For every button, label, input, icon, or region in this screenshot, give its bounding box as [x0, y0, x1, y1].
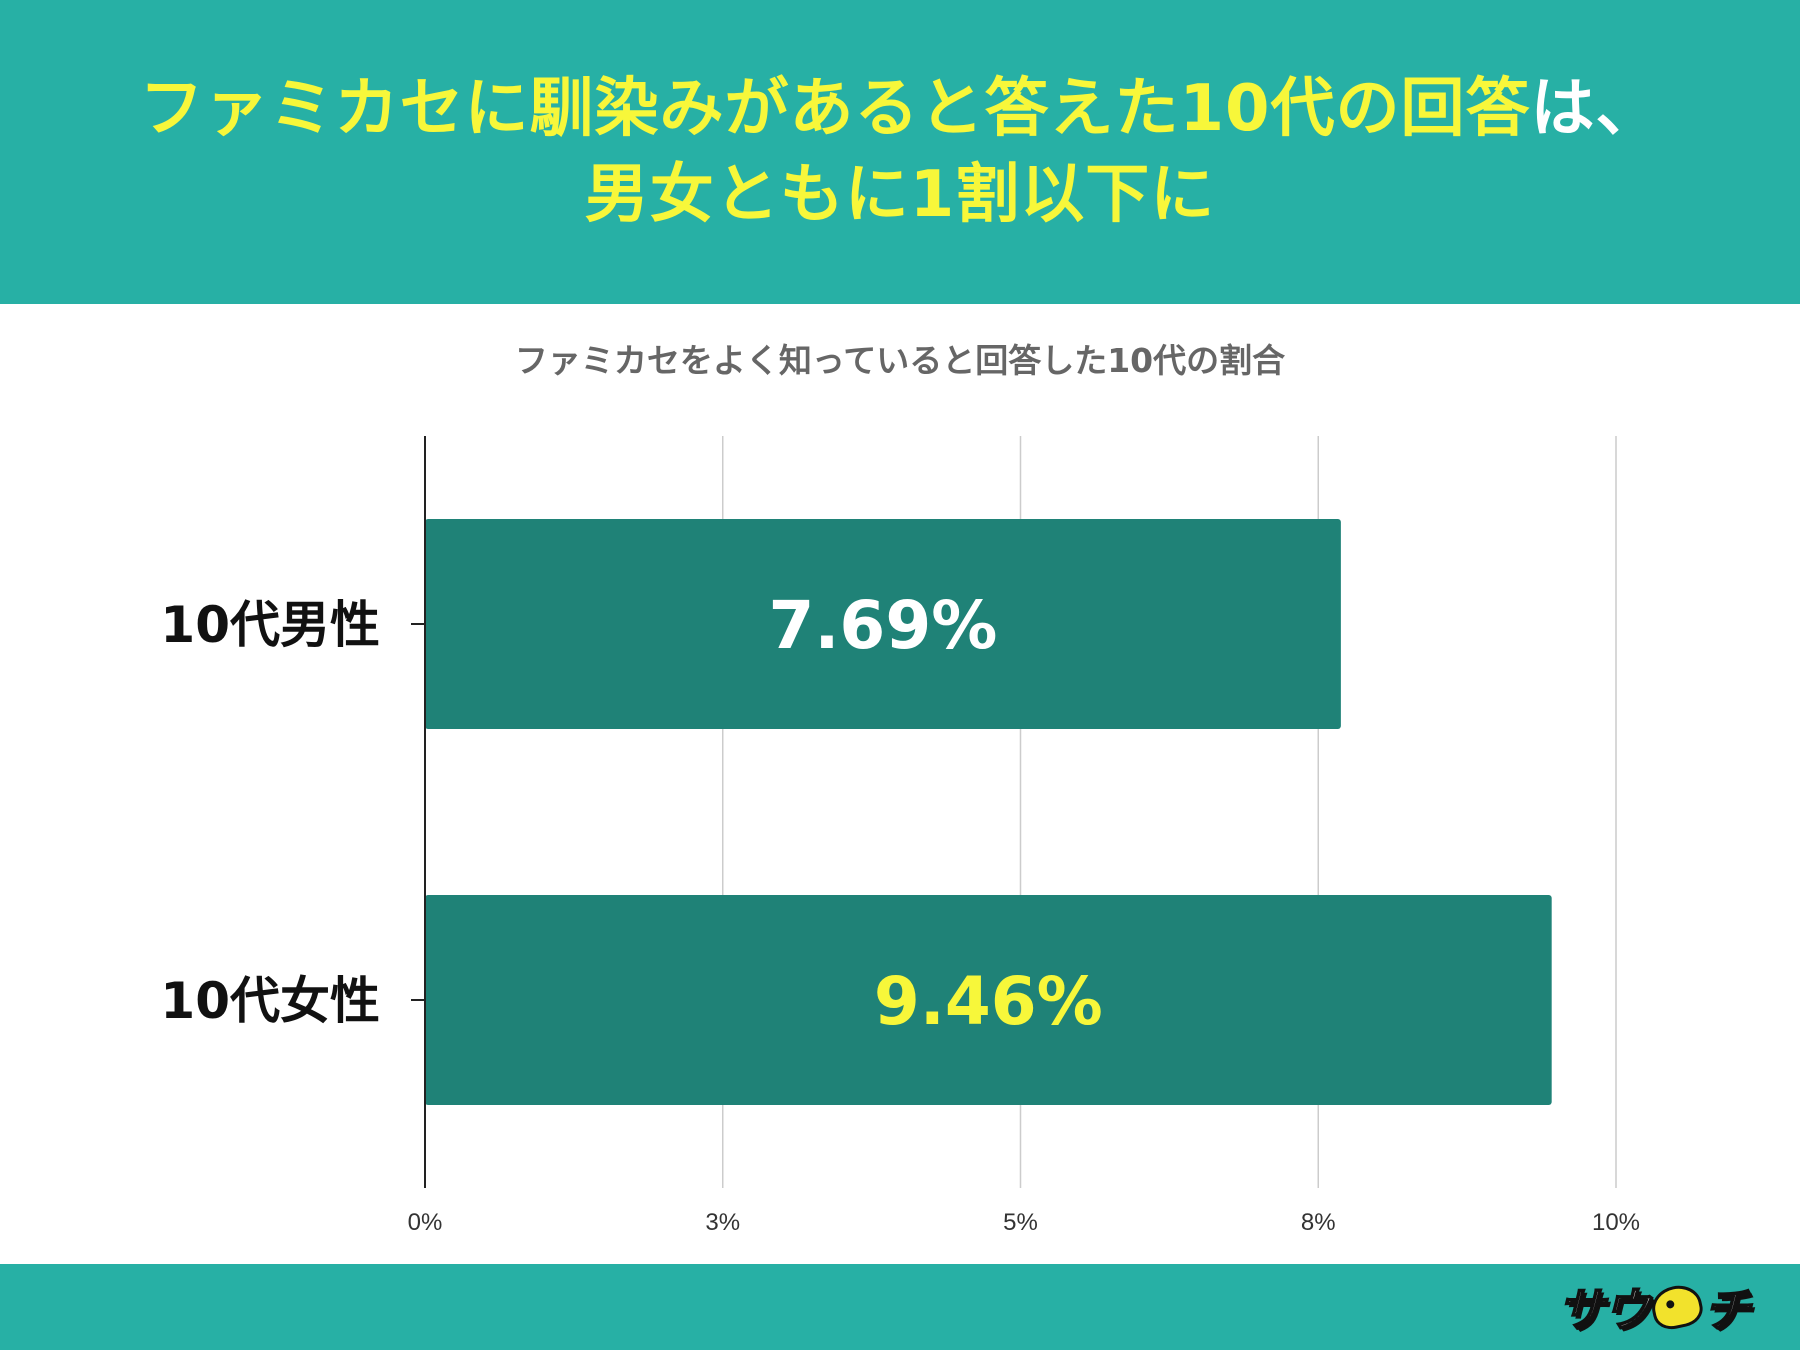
x-tick-label: 5%: [1003, 1209, 1038, 1236]
headline-rest: は、: [1530, 72, 1661, 146]
category-label: 10代男性: [160, 596, 380, 654]
brand-logo: サウ チ: [1557, 1276, 1751, 1338]
x-tick-label: 3%: [705, 1209, 740, 1236]
header-banner: ファミカセに馴染みがあると答えた10代の回答は、 男女ともに1割以下に: [0, 0, 1800, 304]
bird-icon: [1648, 1281, 1706, 1333]
footer-banner: サウ チ: [0, 1264, 1800, 1350]
x-tick-label: 8%: [1301, 1209, 1336, 1236]
bar: [425, 895, 1552, 1105]
chart-title: ファミカセをよく知っていると回答した10代の割合: [515, 341, 1285, 380]
logo-text: サウ: [1557, 1282, 1651, 1338]
x-tick-label: 0%: [408, 1209, 443, 1236]
data-label: 7.69%: [768, 587, 997, 664]
logo-text-end: チ: [1703, 1282, 1751, 1338]
headline-line-1: ファミカセに馴染みがあると答えた10代の回答は、: [139, 66, 1660, 152]
chart-area: ファミカセをよく知っていると回答した10代の割合 0% 3% 5% 8% 10% 7.69%…: [0, 304, 1800, 1264]
category-label: 10代女性: [160, 972, 380, 1030]
data-label: 9.46%: [874, 963, 1103, 1040]
headline-highlight: ファミカセに馴染みがあると答えた10代の回答: [139, 72, 1531, 146]
bar-chart: ファミカセをよく知っていると回答した10代の割合 0% 3% 5% 8% 10% 7.69%…: [160, 341, 1640, 1236]
x-tick-label: 10%: [1592, 1209, 1640, 1236]
headline-line-2: 男女ともに1割以下に: [584, 158, 1216, 232]
bar: [425, 519, 1341, 729]
